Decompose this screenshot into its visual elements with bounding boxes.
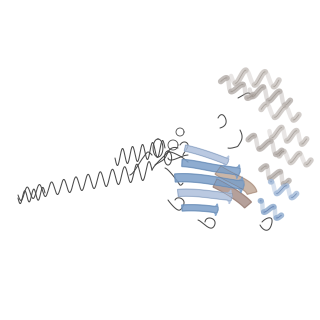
Polygon shape: [175, 174, 244, 193]
Polygon shape: [213, 179, 252, 208]
Polygon shape: [184, 145, 229, 167]
Polygon shape: [178, 189, 232, 204]
Polygon shape: [182, 159, 240, 179]
Polygon shape: [182, 204, 218, 216]
Polygon shape: [215, 166, 257, 194]
